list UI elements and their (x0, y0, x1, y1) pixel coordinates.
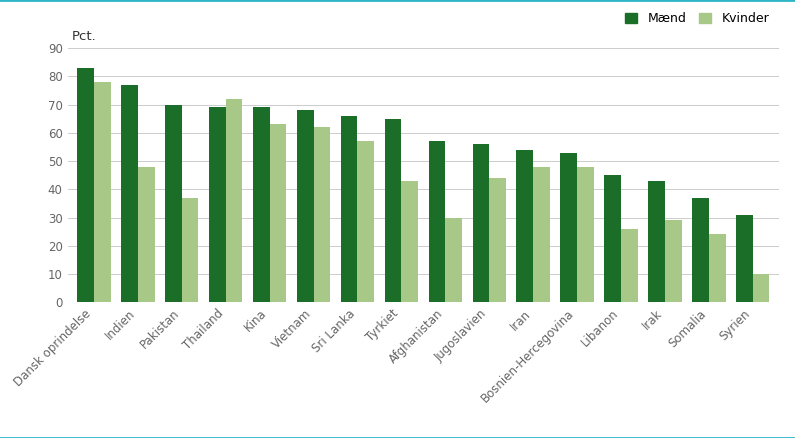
Bar (753, 274, 770, 302)
Bar (445, 218, 462, 302)
Bar (401, 181, 418, 302)
Bar (182, 198, 199, 302)
Bar (94, 82, 111, 302)
Bar (648, 181, 665, 302)
Bar (358, 141, 374, 302)
Bar (385, 119, 401, 302)
Bar (429, 141, 445, 302)
Bar (253, 107, 270, 302)
Bar (577, 167, 594, 302)
Bar (709, 234, 726, 302)
Bar (736, 215, 753, 302)
Bar (621, 229, 638, 302)
Text: Pct.: Pct. (72, 29, 97, 42)
Bar (270, 124, 286, 302)
Bar (665, 220, 681, 302)
Bar (297, 110, 313, 302)
Bar (489, 178, 506, 302)
Legend: Mænd, Kvinder: Mænd, Kvinder (621, 9, 773, 29)
Bar (604, 175, 621, 302)
Bar (517, 150, 533, 302)
Bar (313, 127, 330, 302)
Bar (209, 107, 226, 302)
Bar (341, 116, 358, 302)
Bar (472, 144, 489, 302)
Bar (226, 99, 242, 302)
Bar (560, 152, 577, 302)
Bar (165, 105, 182, 302)
Bar (533, 167, 550, 302)
Bar (692, 198, 709, 302)
Bar (77, 68, 94, 302)
Bar (121, 85, 138, 302)
Bar (138, 167, 154, 302)
